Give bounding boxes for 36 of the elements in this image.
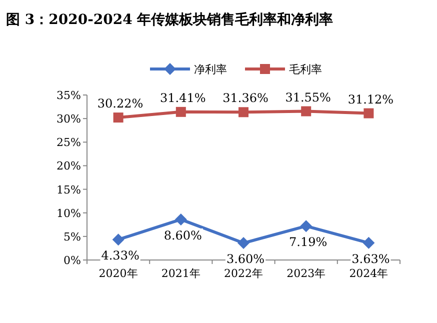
point	[176, 106, 186, 117]
data-label: 31.36%	[222, 91, 268, 106]
data-label: 4.33%	[101, 248, 140, 263]
point	[112, 234, 124, 246]
point	[113, 112, 124, 123]
data-label: 31.41%	[160, 90, 206, 105]
x-tick-label: 2021年	[161, 267, 200, 280]
legend-label: 毛利率	[289, 63, 322, 76]
point	[174, 213, 187, 226]
y-tick-label: 15%	[56, 183, 81, 196]
title: 图 3：2020-2024 年传媒板块销售毛利率和净利率	[6, 12, 334, 28]
data-label: 7.19%	[289, 235, 328, 250]
y-tick-label: 30%	[56, 112, 81, 126]
y-tick-label: 35%	[56, 89, 81, 102]
data-label: 3.63%	[352, 252, 390, 266]
x-tick-label: 2024年	[349, 267, 388, 280]
point	[238, 107, 248, 118]
y-tick-label: 0%	[64, 254, 81, 267]
data-label: 8.60%	[164, 228, 202, 242]
y-tick-label: 5%	[64, 230, 81, 244]
data-label: 31.55%	[285, 90, 331, 104]
x-tick-label: 2020年	[98, 267, 138, 280]
x-tick-label: 2022年	[224, 267, 263, 280]
data-label: 31.12%	[348, 92, 394, 106]
point	[301, 106, 312, 116]
point	[238, 237, 250, 250]
data-label: 30.22%	[97, 96, 144, 111]
point	[362, 236, 375, 249]
y-tick-label: 10%	[56, 206, 81, 220]
y-tick-label: 25%	[56, 136, 81, 150]
y-tick-label: 20%	[56, 160, 81, 173]
x-tick-label: 2023年	[286, 267, 326, 280]
point	[300, 220, 312, 232]
data-label: 3.60%	[226, 252, 265, 266]
point	[364, 108, 374, 118]
legend-label: 净利率	[194, 63, 227, 76]
